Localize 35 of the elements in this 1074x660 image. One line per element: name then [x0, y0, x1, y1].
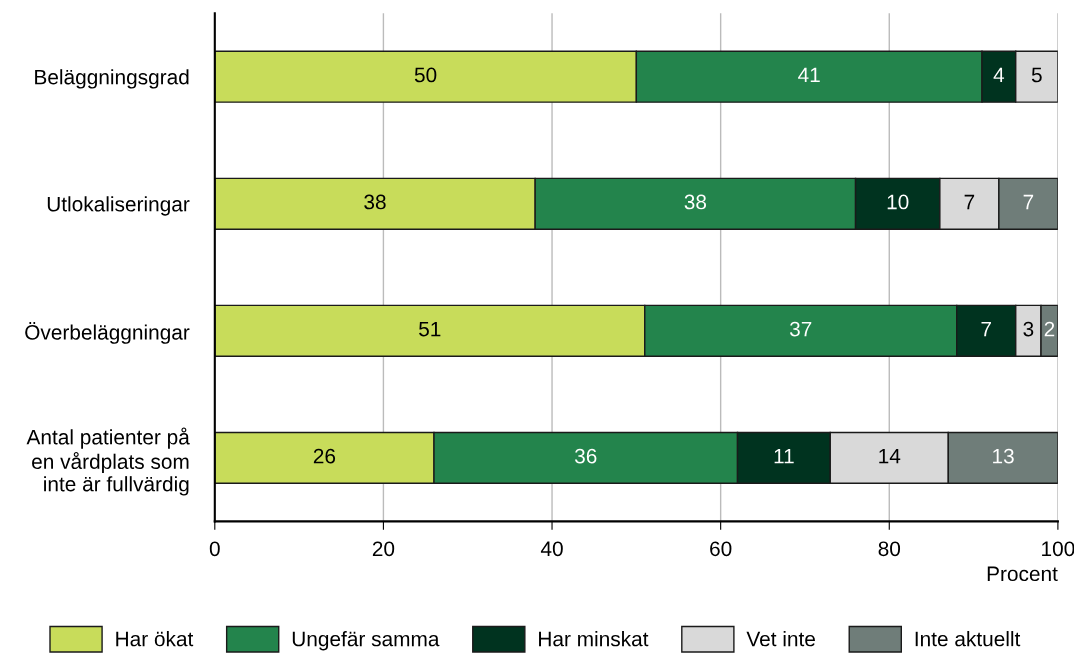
- data-label: 10: [887, 194, 909, 210]
- x-tick-label: 80: [878, 541, 901, 557]
- data-label: 7: [964, 194, 975, 210]
- data-label: 36: [574, 448, 597, 464]
- x-tick-label: 40: [540, 541, 563, 557]
- data-label: 2: [1044, 321, 1055, 337]
- data-label: 7: [1023, 194, 1034, 210]
- x-tick-label: 100: [1042, 541, 1074, 557]
- data-label: 14: [879, 448, 901, 464]
- y-tick-label: Överbeläggningar: [25, 322, 190, 344]
- data-label: 11: [774, 448, 794, 464]
- data-label: 50: [414, 67, 437, 83]
- data-label: 3: [1023, 321, 1034, 337]
- x-tick-label: 20: [372, 541, 395, 557]
- x-axis-title: Procent: [987, 566, 1058, 582]
- y-tick-label: Antal patienter på en vårdplats som inte är fullvärdig: [26, 427, 190, 496]
- data-label: 13: [993, 448, 1014, 464]
- data-label: 51: [419, 321, 441, 337]
- legend-label: Vet inte: [746, 631, 815, 647]
- data-label: 38: [364, 194, 386, 210]
- data-label: 7: [981, 321, 991, 337]
- data-label: 38: [684, 194, 707, 210]
- x-tick-label: 0: [209, 541, 220, 557]
- y-tick-label: Utlokaliseringar: [47, 196, 190, 216]
- data-label: 37: [789, 321, 812, 337]
- legend-label: Har ökat: [116, 631, 194, 647]
- legend-label: Ungefär samma: [292, 631, 440, 651]
- data-label: 5: [1031, 67, 1042, 83]
- y-tick-label: Beläggningsgrad: [35, 69, 189, 89]
- legend-label: Inte aktuellt: [915, 631, 1021, 647]
- data-label: 4: [993, 67, 1005, 83]
- x-tick-label: 60: [710, 541, 732, 557]
- legend-label: Har minskat: [539, 631, 649, 647]
- data-label: 26: [313, 448, 336, 464]
- data-label: 41: [798, 67, 820, 83]
